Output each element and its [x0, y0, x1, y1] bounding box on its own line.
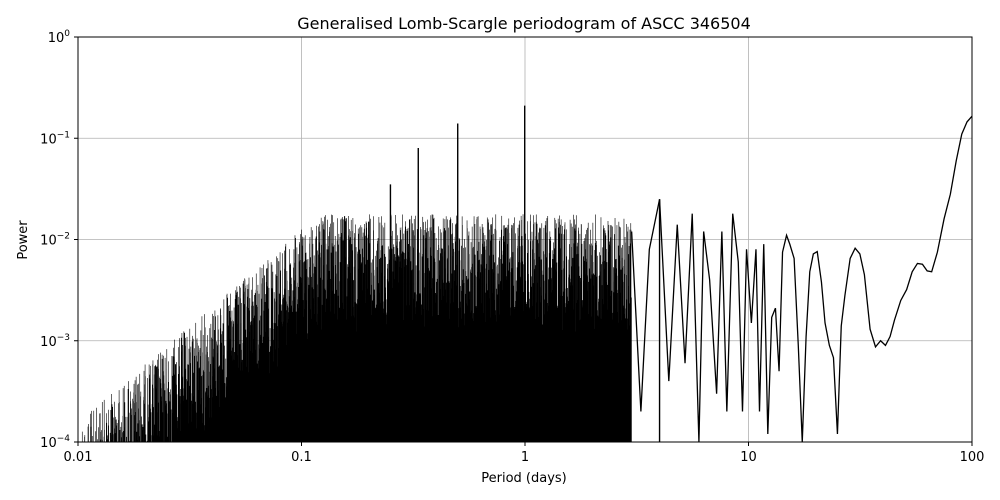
x-tick-label: 10	[740, 450, 757, 465]
y-axis-label: Power	[16, 220, 31, 260]
x-axis-label: Period (days)	[481, 471, 567, 486]
x-tick-label: 0.01	[64, 450, 93, 465]
y-axis: 10−4 10−3 10−2 10−1 100	[40, 29, 78, 451]
x-tick-label: 0.1	[291, 450, 312, 465]
y-tick-label: 100	[48, 29, 71, 46]
x-tick-label: 100	[960, 450, 985, 465]
y-tick-label: 10−4	[40, 434, 70, 451]
y-tick-label: 10−2	[40, 232, 70, 249]
y-tick-label: 10−3	[40, 333, 70, 350]
x-axis: 0.01 0.1 1 10 100	[64, 442, 985, 465]
x-tick-label: 1	[521, 450, 529, 465]
chart-title: Generalised Lomb-Scargle periodogram of …	[297, 14, 751, 33]
noise-strokes	[78, 214, 632, 442]
y-tick-label: 10−1	[40, 130, 70, 147]
series-line	[630, 115, 973, 443]
series-dense-band	[78, 105, 661, 442]
long-period-curve	[630, 115, 973, 443]
